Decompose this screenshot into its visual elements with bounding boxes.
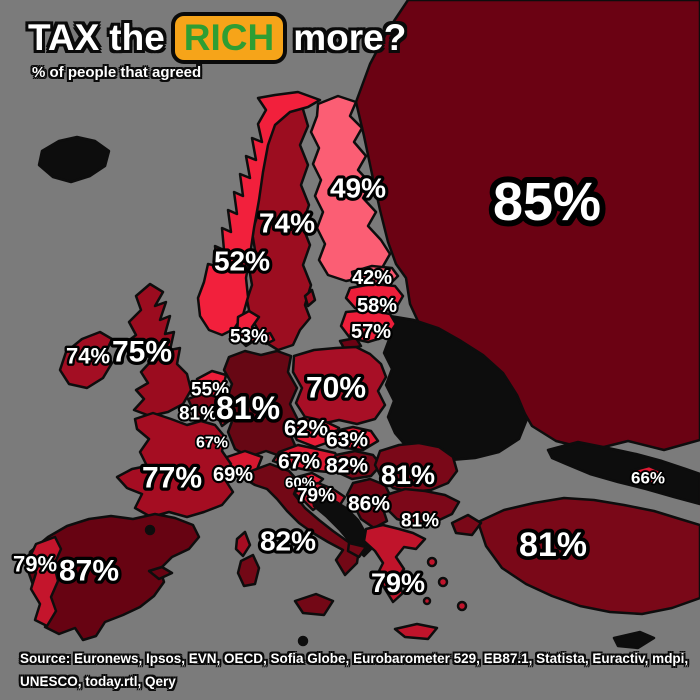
label-germany: 81% [216, 390, 280, 426]
title-word-more: more? [293, 17, 407, 58]
label-sweden: 74% [259, 208, 315, 239]
region-italy-heel [346, 541, 368, 559]
label-lithuania: 57% [351, 321, 391, 343]
label-norway: 52% [214, 246, 270, 277]
island-aegean-1 [426, 556, 438, 568]
region-cyprus [612, 630, 656, 650]
country-belgium [186, 391, 223, 420]
region-belarus-ukraine [382, 314, 529, 462]
label-estonia: 42% [352, 267, 392, 289]
label-finland: 49% [330, 173, 386, 204]
region-malta [297, 635, 309, 647]
country-estonia [350, 264, 400, 288]
country-romania [373, 441, 459, 494]
label-czechia: 62% [284, 416, 328, 441]
label-italy: 82% [260, 526, 316, 557]
country-lithuania [339, 308, 398, 344]
country-ireland [58, 330, 114, 390]
country-poland [291, 345, 388, 426]
country-portugal [27, 535, 63, 628]
country-netherlands [195, 369, 228, 400]
label-portugal: 79% [13, 552, 57, 577]
island-rhodes [456, 600, 468, 612]
label-belgium: 81% [179, 404, 217, 425]
label-netherlands: 55% [191, 380, 229, 401]
country-hungary [327, 449, 383, 481]
island-aegean-3 [422, 596, 432, 606]
country-norway [196, 90, 322, 337]
country-latvia [344, 282, 405, 314]
label-spain: 87% [59, 555, 119, 588]
label-switzerland: 69% [213, 464, 253, 486]
label-turkey: 81% [519, 526, 587, 564]
country-italy [243, 462, 361, 577]
label-uk: 75% [112, 336, 172, 369]
region-andorra [144, 524, 156, 536]
country-labels: 85%49%74%52%42%58%57%53%74% 75%55%81%81%6… [11, 166, 667, 601]
island-aegean-2 [437, 576, 449, 588]
country-armenia [629, 464, 667, 486]
label-ireland: 74% [66, 344, 110, 369]
label-croatia: 79% [297, 486, 335, 507]
label-bulgaria: 81% [401, 511, 439, 532]
source-credit: Source: Euronews, Ipsos, EVN, OECD, Sofi… [20, 648, 688, 694]
subtitle: % of people that agreed [32, 64, 202, 81]
label-romania: 81% [381, 460, 435, 490]
country-greece [362, 523, 427, 604]
source-line-2: UNESCO, today.rtl, Qery [20, 674, 176, 690]
country-bulgaria [384, 487, 461, 526]
label-luxembourg: 67% [196, 435, 228, 452]
region-western-balkans [310, 492, 374, 558]
country-denmark [235, 309, 261, 348]
label-denmark: 53% [230, 327, 268, 348]
region-iceland [37, 135, 111, 184]
island-corsica [234, 530, 252, 558]
label-armenia: 66% [631, 469, 665, 488]
title-word-tax: TAX [28, 17, 100, 58]
label-hungary: 82% [326, 455, 368, 478]
region-turkey-europe [450, 513, 483, 537]
label-slovakia: 63% [326, 429, 368, 452]
island-sardinia [236, 553, 261, 588]
label-poland: 70% [306, 372, 366, 405]
island-balearics [147, 565, 174, 581]
region-caucasus [546, 440, 700, 506]
country-slovakia [333, 425, 380, 452]
page-title: TAX the RICH more? [28, 16, 406, 60]
island-gotland [303, 288, 317, 308]
label-greece: 79% [371, 568, 425, 598]
country-turkey [476, 496, 700, 616]
label-russia: 85% [493, 172, 601, 232]
label-france: 77% [142, 462, 202, 495]
label-latvia: 58% [357, 295, 397, 317]
label-slovenia: 60% [285, 475, 315, 492]
title-rich-highlight: RICH [174, 16, 284, 60]
country-luxembourg [215, 409, 232, 428]
island-zealand [260, 331, 276, 346]
source-line-1: Source: Euronews, Ipsos, EVN, OECD, Sofi… [20, 651, 689, 667]
label-serbia: 86% [348, 493, 390, 516]
island-crete [393, 622, 439, 641]
country-serbia [345, 477, 393, 530]
island-sicily [293, 592, 335, 617]
country-france [115, 411, 235, 519]
label-austria: 67% [278, 451, 320, 474]
title-word-the: the [109, 17, 165, 58]
